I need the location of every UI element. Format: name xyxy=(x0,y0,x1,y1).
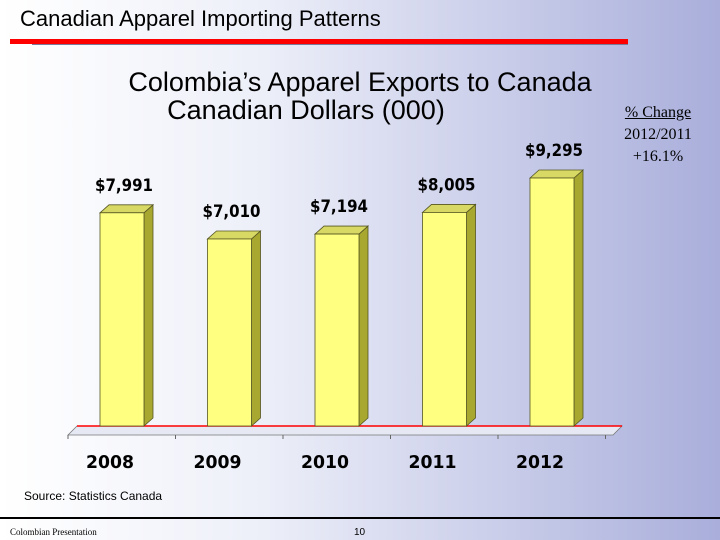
change-heading: % Change xyxy=(624,104,692,121)
change-annotation: % Change 2012/2011 +16.1% xyxy=(608,102,708,168)
x-tick-label: 2009 xyxy=(194,452,242,473)
x-tick-label: 2008 xyxy=(86,452,134,473)
footer-presentation-label: Colombian Presentation xyxy=(10,527,97,537)
value-label: $9,295 xyxy=(525,141,583,161)
x-tick-label: 2012 xyxy=(516,452,564,473)
change-period: 2012/2011 xyxy=(624,126,692,143)
bar-top xyxy=(421,204,477,213)
value-label: $7,010 xyxy=(203,202,261,222)
bar-side xyxy=(573,169,584,427)
chart-subtitle-row: Canadian Dollars (000) xyxy=(60,96,660,124)
bar-top xyxy=(206,230,262,240)
bar-side xyxy=(251,230,261,427)
bar-top xyxy=(528,169,585,179)
source-note: Source: Statistics Canada xyxy=(24,489,163,503)
value-label: $8,005 xyxy=(418,175,476,195)
x-tick-label: 2011 xyxy=(409,452,457,473)
chart-floor xyxy=(67,425,623,436)
header-rule xyxy=(10,39,628,44)
bar-top xyxy=(98,204,155,214)
bar xyxy=(422,212,467,427)
bar-side xyxy=(143,203,154,427)
footer-rule xyxy=(0,517,720,519)
bar-top xyxy=(313,225,370,235)
bar-side xyxy=(358,225,369,427)
bar xyxy=(529,177,575,427)
page-number: 10 xyxy=(354,527,366,538)
value-label: $7,194 xyxy=(310,197,368,217)
bar xyxy=(99,212,145,427)
x-tick-label: 2010 xyxy=(301,452,349,473)
change-value: +16.1% xyxy=(632,148,684,165)
header-rule-shadow xyxy=(32,44,628,45)
bar xyxy=(314,233,360,427)
bar xyxy=(207,238,252,427)
chart-subtitle: Canadian Dollars (000) xyxy=(167,95,445,125)
chart-title: Colombia’s Apparel Exports to Canada xyxy=(128,67,592,97)
bar-side xyxy=(466,203,476,427)
header-title: Canadian Apparel Importing Patterns xyxy=(20,6,381,31)
value-label: $7,991 xyxy=(95,176,153,196)
